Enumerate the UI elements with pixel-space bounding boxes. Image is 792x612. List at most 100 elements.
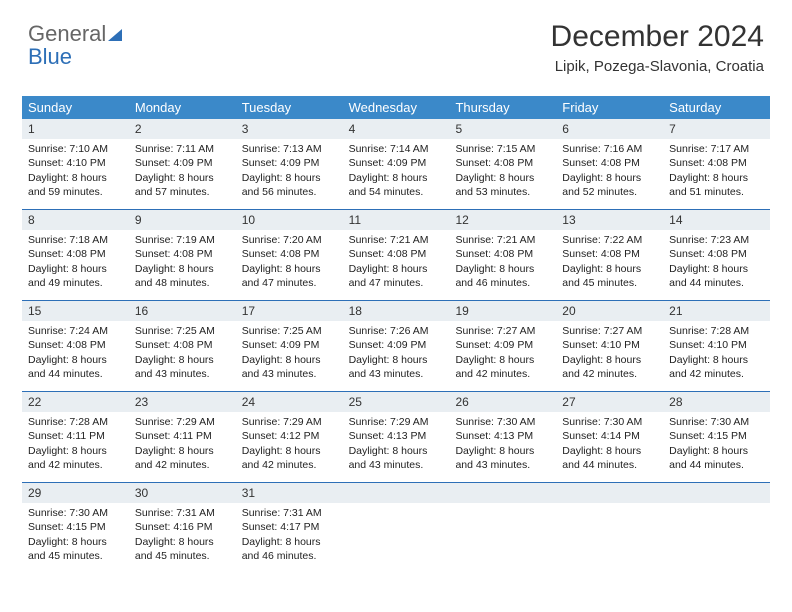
daylight-text: Daylight: 8 hours and 42 minutes.	[28, 444, 123, 472]
sunrise-text: Sunrise: 7:20 AM	[242, 233, 337, 247]
day-number: 2	[129, 119, 236, 139]
calendar-day: 19 Sunrise: 7:27 AMSunset: 4:09 PMDayligh…	[449, 301, 556, 391]
calendar-day: 1Sunrise: 7:10 AMSunset: 4:10 PMDaylight…	[22, 119, 129, 209]
day-number: 30	[129, 483, 236, 503]
calendar-week: 22Sunrise: 7:28 AMSunset: 4:11 PMDayligh…	[22, 392, 770, 483]
sunrise-text: Sunrise: 7:25 AM	[242, 324, 337, 338]
calendar-day: 4Sunrise: 7:14 AMSunset: 4:09 PMDaylight…	[343, 119, 450, 209]
calendar-week: 8Sunrise: 7:18 AMSunset: 4:08 PMDaylight…	[22, 210, 770, 301]
daylight-text: Daylight: 8 hours and 48 minutes.	[135, 262, 230, 290]
day-number: 21	[663, 301, 770, 321]
sunset-text: Sunset: 4:08 PM	[562, 247, 657, 261]
sunrise-text: Sunrise: 7:25 AM	[135, 324, 230, 338]
sunset-text: Sunset: 4:14 PM	[562, 429, 657, 443]
calendar-day: 24Sunrise: 7:29 AMSunset: 4:12 PMDayligh…	[236, 392, 343, 482]
calendar-day: 26Sunrise: 7:30 AMSunset: 4:13 PMDayligh…	[449, 392, 556, 482]
sunset-text: Sunset: 4:13 PM	[455, 429, 550, 443]
day-number: 16	[129, 301, 236, 321]
day-header: Wednesday	[343, 96, 450, 119]
calendar-day: 8Sunrise: 7:18 AMSunset: 4:08 PMDaylight…	[22, 210, 129, 300]
daylight-text: Daylight: 8 hours and 42 minutes.	[135, 444, 230, 472]
daylight-text: Daylight: 8 hours and 51 minutes.	[669, 171, 764, 199]
sunrise-text: Sunrise: 7:29 AM	[135, 415, 230, 429]
calendar-day: 11Sunrise: 7:21 AMSunset: 4:08 PMDayligh…	[343, 210, 450, 300]
daylight-text: Daylight: 8 hours and 45 minutes.	[135, 535, 230, 563]
daylight-text: Daylight: 8 hours and 44 minutes.	[669, 262, 764, 290]
day-number: 22	[22, 392, 129, 412]
sunrise-text: Sunrise: 7:17 AM	[669, 142, 764, 156]
brand-part2: Blue	[28, 44, 72, 69]
day-number: 8	[22, 210, 129, 230]
sunset-text: Sunset: 4:08 PM	[455, 247, 550, 261]
day-number: 4	[343, 119, 450, 139]
day-number: 15	[22, 301, 129, 321]
daylight-text: Daylight: 8 hours and 44 minutes.	[562, 444, 657, 472]
sunrise-text: Sunrise: 7:27 AM	[562, 324, 657, 338]
sunset-text: Sunset: 4:12 PM	[242, 429, 337, 443]
day-header: Thursday	[449, 96, 556, 119]
sunset-text: Sunset: 4:08 PM	[135, 247, 230, 261]
sunrise-text: Sunrise: 7:23 AM	[669, 233, 764, 247]
sunrise-text: Sunrise: 7:22 AM	[562, 233, 657, 247]
sunrise-text: Sunrise: 7:24 AM	[28, 324, 123, 338]
calendar-day: 12Sunrise: 7:21 AMSunset: 4:08 PMDayligh…	[449, 210, 556, 300]
calendar-day: 6Sunrise: 7:16 AMSunset: 4:08 PMDaylight…	[556, 119, 663, 209]
day-number: 14	[663, 210, 770, 230]
sunset-text: Sunset: 4:09 PM	[242, 156, 337, 170]
day-number: 27	[556, 392, 663, 412]
day-number: 17	[236, 301, 343, 321]
daylight-text: Daylight: 8 hours and 49 minutes.	[28, 262, 123, 290]
calendar-day: 7Sunrise: 7:17 AMSunset: 4:08 PMDaylight…	[663, 119, 770, 209]
brand-part1: General	[28, 21, 106, 46]
sunset-text: Sunset: 4:09 PM	[349, 156, 444, 170]
day-number: 28	[663, 392, 770, 412]
title-area: December 2024 Lipik, Pozega-Slavonia, Cr…	[551, 20, 764, 75]
sunset-text: Sunset: 4:08 PM	[135, 338, 230, 352]
sunrise-text: Sunrise: 7:16 AM	[562, 142, 657, 156]
daylight-text: Daylight: 8 hours and 42 minutes.	[669, 353, 764, 381]
sunrise-text: Sunrise: 7:19 AM	[135, 233, 230, 247]
sunset-text: Sunset: 4:17 PM	[242, 520, 337, 534]
sunset-text: Sunset: 4:08 PM	[28, 338, 123, 352]
day-number: 6	[556, 119, 663, 139]
sunrise-text: Sunrise: 7:18 AM	[28, 233, 123, 247]
sunrise-text: Sunrise: 7:30 AM	[28, 506, 123, 520]
sunset-text: Sunset: 4:08 PM	[349, 247, 444, 261]
sunrise-text: Sunrise: 7:27 AM	[455, 324, 550, 338]
daylight-text: Daylight: 8 hours and 45 minutes.	[28, 535, 123, 563]
day-number: 9	[129, 210, 236, 230]
daylight-text: Daylight: 8 hours and 42 minutes.	[455, 353, 550, 381]
daylight-text: Daylight: 8 hours and 45 minutes.	[562, 262, 657, 290]
calendar-day: 25Sunrise: 7:29 AMSunset: 4:13 PMDayligh…	[343, 392, 450, 482]
day-number: .	[449, 483, 556, 503]
calendar-day: 28Sunrise: 7:30 AMSunset: 4:15 PMDayligh…	[663, 392, 770, 482]
sunrise-text: Sunrise: 7:15 AM	[455, 142, 550, 156]
day-header: Friday	[556, 96, 663, 119]
daylight-text: Daylight: 8 hours and 43 minutes.	[455, 444, 550, 472]
daylight-text: Daylight: 8 hours and 59 minutes.	[28, 171, 123, 199]
sunset-text: Sunset: 4:09 PM	[349, 338, 444, 352]
sunrise-text: Sunrise: 7:30 AM	[455, 415, 550, 429]
day-number: .	[556, 483, 663, 503]
sunset-text: Sunset: 4:09 PM	[455, 338, 550, 352]
day-number: .	[343, 483, 450, 503]
calendar-week: 29Sunrise: 7:30 AMSunset: 4:15 PMDayligh…	[22, 483, 770, 573]
sunrise-text: Sunrise: 7:26 AM	[349, 324, 444, 338]
location-text: Lipik, Pozega-Slavonia, Croatia	[551, 58, 764, 75]
day-number: 1	[22, 119, 129, 139]
day-number: 19	[449, 301, 556, 321]
day-number: 3	[236, 119, 343, 139]
day-number: 7	[663, 119, 770, 139]
daylight-text: Daylight: 8 hours and 53 minutes.	[455, 171, 550, 199]
daylight-text: Daylight: 8 hours and 42 minutes.	[242, 444, 337, 472]
calendar-day: 5Sunrise: 7:15 AMSunset: 4:08 PMDaylight…	[449, 119, 556, 209]
brand-triangle-icon	[108, 29, 122, 41]
calendar-day-empty: .	[556, 483, 663, 573]
sunrise-text: Sunrise: 7:11 AM	[135, 142, 230, 156]
day-number: 10	[236, 210, 343, 230]
day-header: Monday	[129, 96, 236, 119]
day-number: .	[663, 483, 770, 503]
calendar-day: 22Sunrise: 7:28 AMSunset: 4:11 PMDayligh…	[22, 392, 129, 482]
calendar-header-row: SundayMondayTuesdayWednesdayThursdayFrid…	[22, 96, 770, 119]
day-number: 24	[236, 392, 343, 412]
